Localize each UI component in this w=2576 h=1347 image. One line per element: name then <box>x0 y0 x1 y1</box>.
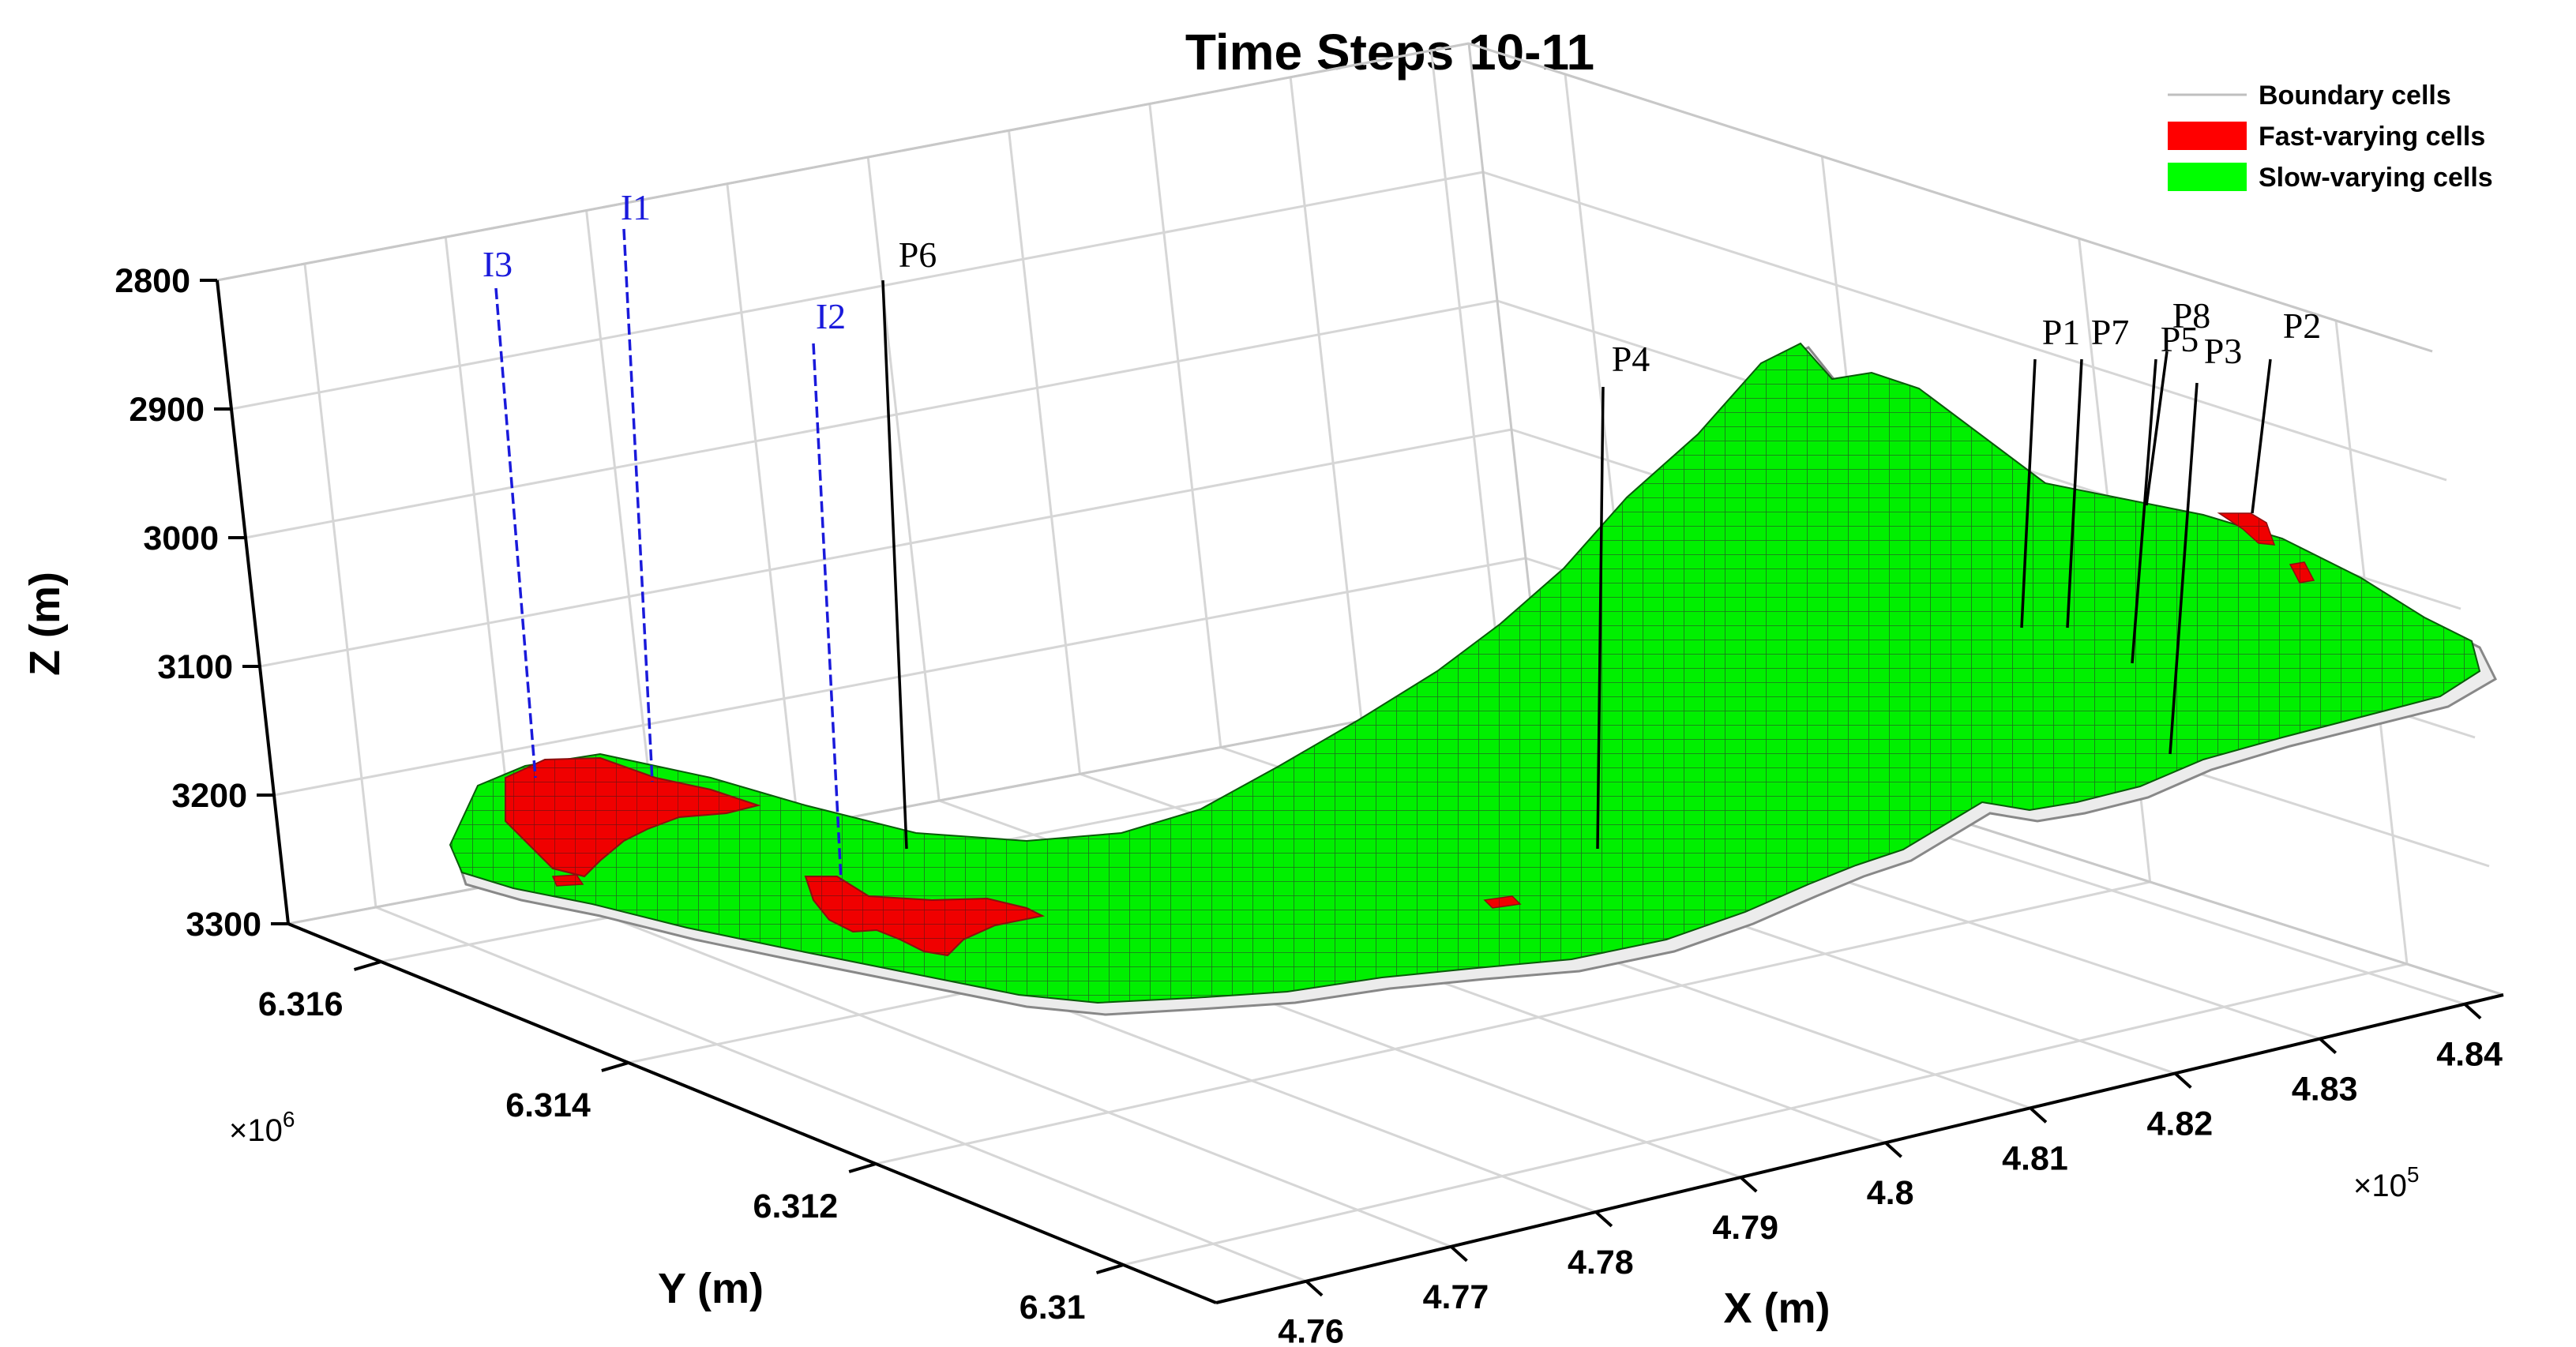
well-trajectory-p4 <box>1596 386 1605 850</box>
grid-line-x-floor <box>375 906 1307 1283</box>
box-edge <box>1468 42 2433 353</box>
well-trajectory-p3 <box>2169 382 2199 755</box>
y-tick-label: 6.312 <box>753 1188 839 1225</box>
x-tick-mark <box>1450 1245 1468 1263</box>
well-label-p3: P3 <box>2204 331 2243 371</box>
well-trajectory-p2 <box>2251 358 2272 514</box>
grid-line-x-wall <box>1289 77 1363 721</box>
legend-entry-label: Slow-varying cells <box>2259 163 2493 193</box>
well-trajectory-p7 <box>2066 358 2083 628</box>
y-axis-label: Y (m) <box>658 1265 764 1312</box>
z-tick-label: 2800 <box>115 262 190 300</box>
grid-line-z-back-right <box>1482 171 2447 482</box>
x-tick-mark <box>1884 1141 1902 1158</box>
well-label-i2: I2 <box>816 296 846 336</box>
x-tick-mark <box>2174 1071 2192 1089</box>
slow-varying-cells <box>449 342 2481 1004</box>
fast-varying-cells-region-2 <box>804 876 1046 957</box>
legend-entry-label: Boundary cells <box>2259 81 2451 111</box>
well-label-p8: P8 <box>2172 295 2211 336</box>
well-label-p2: P2 <box>2283 306 2322 346</box>
x-tick-mark <box>2319 1037 2338 1055</box>
box-edge <box>216 42 1470 282</box>
x-tick-mark <box>2463 1003 2482 1020</box>
z-tick-label: 3200 <box>171 777 247 815</box>
y-axis-line <box>287 922 1217 1304</box>
x-tick-label: 4.79 <box>1712 1209 1778 1247</box>
well-label-i1: I1 <box>621 187 651 227</box>
x-tick-label: 4.84 <box>2436 1036 2503 1074</box>
y-multiplier: ×106 <box>229 1107 295 1148</box>
grid-line-x-wall <box>726 183 800 827</box>
legend-swatch-1 <box>2168 122 2247 150</box>
x-tick-mark <box>1739 1176 1758 1193</box>
well-trajectory-p5 <box>2131 358 2157 664</box>
grid-line-z-back-left <box>259 428 1512 668</box>
x-tick-label: 4.77 <box>1423 1278 1489 1316</box>
x-tick-label: 4.83 <box>2292 1071 2358 1109</box>
x-tick-mark <box>1305 1280 1324 1297</box>
well-trajectory-i3 <box>494 287 537 779</box>
grid-line-x-wall <box>866 156 941 801</box>
y-tick-mark <box>1095 1263 1125 1274</box>
grid-line-z-back-left <box>231 171 1484 411</box>
reservoir-surface <box>449 342 2497 1016</box>
fast-varying-cells-region-6 <box>551 874 584 887</box>
z-tick-label: 2900 <box>129 391 205 429</box>
x-axis-line <box>1215 993 2504 1304</box>
well-label-p4: P4 <box>1612 339 1650 379</box>
x-tick-label: 4.8 <box>1867 1174 1914 1212</box>
x-tick-label: 4.81 <box>2002 1139 2068 1177</box>
grid-line-x-wall <box>1429 50 1504 695</box>
legend: Boundary cells Fast-varying cells Slow-var… <box>2148 75 2535 201</box>
well-label-p7: P7 <box>2091 312 2130 352</box>
y-tick-label: 6.316 <box>258 985 344 1023</box>
well-label-p1: P1 <box>2042 312 2081 352</box>
x-tick-mark <box>2029 1106 2048 1124</box>
fast-varying-cells-region-3 <box>2217 512 2276 546</box>
y-tick-mark <box>601 1061 629 1072</box>
box-edge <box>1467 43 1541 688</box>
z-tick-label: 3000 <box>143 520 219 557</box>
fast-varying-cells-region-1 <box>505 756 761 878</box>
grid-line-z-back-left <box>245 299 1498 539</box>
legend-swatch-2 <box>2168 163 2247 191</box>
x-axis-label: X (m) <box>1724 1285 1831 1332</box>
x-tick-label: 4.78 <box>1568 1244 1634 1281</box>
grid-line-x-wall <box>303 263 377 908</box>
z-tick-label: 3100 <box>157 648 233 686</box>
z-axis-label: Z (m) <box>21 572 69 676</box>
y-tick-mark <box>353 960 382 971</box>
x-tick-label: 4.82 <box>2146 1105 2213 1143</box>
chart-title: Time Steps 10-11 <box>1185 24 1594 81</box>
x-tick-mark <box>1594 1210 1613 1228</box>
grid-line-x-floor <box>516 879 1452 1248</box>
fast-varying-cells-region-4 <box>2289 561 2315 583</box>
well-trajectory-p6 <box>881 280 908 850</box>
y-tick-label: 6.314 <box>505 1086 591 1124</box>
grid-line-x-wall <box>1148 103 1222 748</box>
well-trajectory-i1 <box>622 228 654 782</box>
well-trajectory-i2 <box>812 343 843 881</box>
grid-line-x-wall <box>1008 130 1082 775</box>
well-label-i3: I3 <box>483 244 513 284</box>
y-tick-mark <box>848 1162 877 1173</box>
z-tick-label: 3300 <box>186 906 261 944</box>
x-tick-label: 4.76 <box>1278 1313 1344 1347</box>
z-axis-line <box>216 280 290 925</box>
well-trajectory-p8 <box>2145 351 2169 506</box>
x-multiplier: ×105 <box>2353 1162 2419 1203</box>
legend-entry-label: Fast-varying cells <box>2259 122 2485 152</box>
grid-line-x-wall <box>585 210 659 854</box>
grid-line-y-floor <box>1123 962 2408 1266</box>
fast-varying-cells-region-5 <box>1483 895 1522 909</box>
well-trajectory-p1 <box>2020 358 2037 628</box>
y-tick-label: 6.31 <box>1020 1289 1086 1326</box>
well-label-p6: P6 <box>899 235 937 275</box>
grid-line-y-floor <box>875 880 2150 1165</box>
grid-line-x-wall <box>444 237 518 881</box>
